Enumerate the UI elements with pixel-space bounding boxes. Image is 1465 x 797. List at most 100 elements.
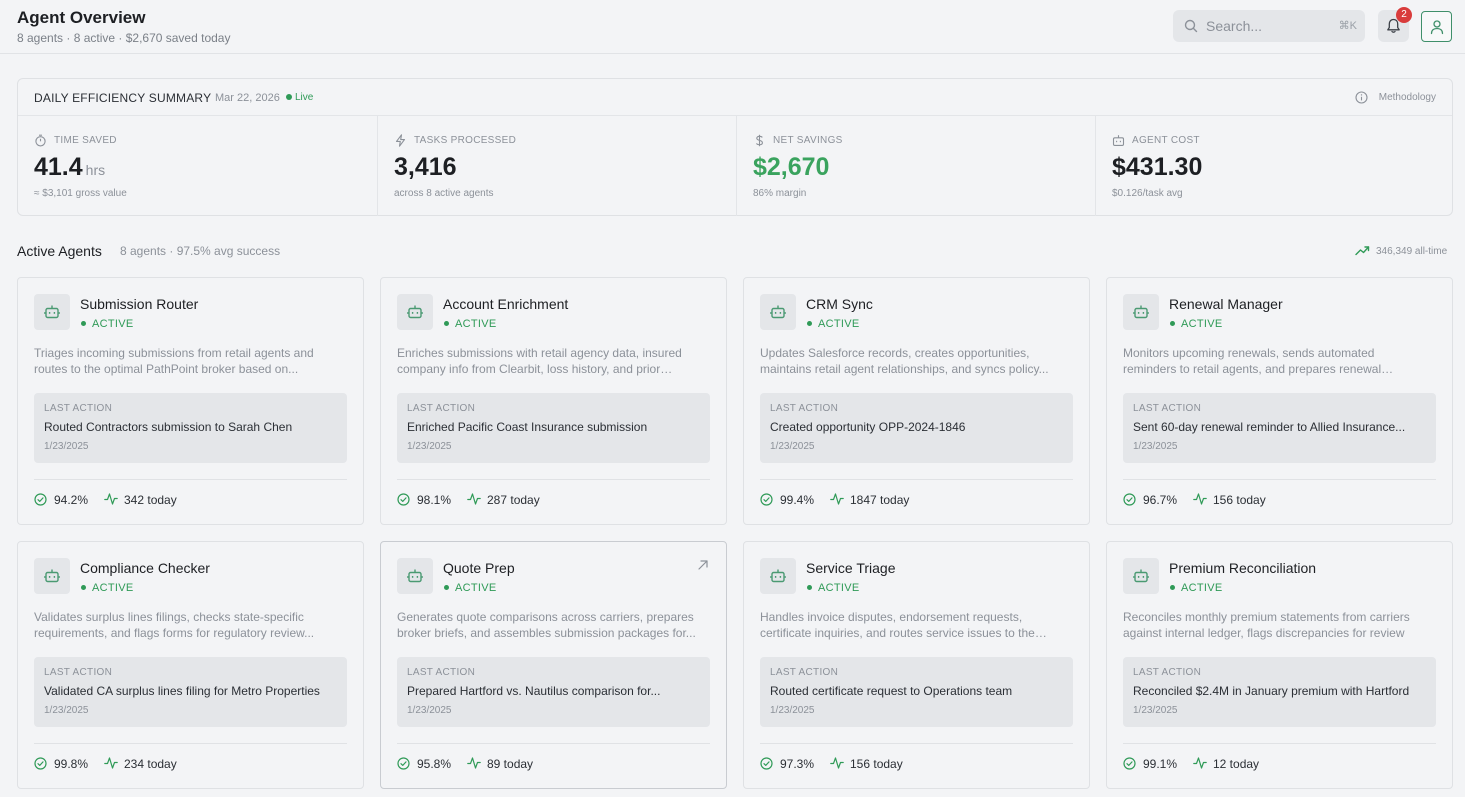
page-subtitle: 8 agents · 8 active · $2,670 saved today [17, 31, 231, 45]
page-title: Agent Overview [17, 8, 146, 27]
agent-card-submission-router[interactable]: Submission Router ACTIVE Triages incomin… [17, 277, 364, 525]
agent-avatar [760, 294, 796, 330]
card-divider [760, 743, 1073, 744]
agent-avatar [34, 558, 70, 594]
active-agents-subtitle: 8 agents · 97.5% avg success [120, 244, 281, 258]
metric-label: TASKS PROCESSED [414, 135, 517, 146]
summary-label: DAILY EFFICIENCY SUMMARY [34, 91, 212, 105]
agent-name: Quote Prep [443, 560, 515, 576]
agent-description: Validates surplus lines filings, checks … [34, 610, 315, 640]
check-circle-icon [760, 757, 773, 770]
agent-today-count: 156 today [850, 757, 903, 771]
agent-today-count: 342 today [124, 493, 177, 507]
card-divider [1123, 479, 1436, 480]
agent-status: ACTIVE [1181, 582, 1223, 594]
last-action-label: LAST ACTION [1133, 403, 1202, 414]
agent-avatar [1123, 558, 1159, 594]
last-action-panel: LAST ACTION Enriched Pacific Coast Insur… [397, 393, 710, 463]
search-icon [1184, 19, 1198, 33]
external-link-icon[interactable] [697, 559, 709, 571]
notification-badge: 2 [1396, 7, 1412, 23]
last-action-text: Sent 60-day renewal reminder to Allied I… [1133, 420, 1406, 434]
agent-success-rate: 97.3% [780, 757, 815, 771]
metric-sub: 86% margin [753, 188, 807, 199]
status-dot-icon [81, 585, 86, 590]
check-circle-icon [34, 757, 47, 770]
agent-name: Compliance Checker [80, 560, 210, 576]
activity-icon [1193, 757, 1207, 769]
last-action-panel: LAST ACTION Routed Contractors submissio… [34, 393, 347, 463]
last-action-date: 1/23/2025 [770, 441, 815, 452]
agent-description: Enriches submissions with retail agency … [397, 346, 682, 376]
metric-value: $431.30 [1112, 153, 1203, 181]
agent-success-rate: 98.1% [417, 493, 452, 507]
last-action-label: LAST ACTION [44, 403, 113, 414]
agent-success-rate: 95.8% [417, 757, 452, 771]
check-circle-icon [34, 493, 47, 506]
all-time-count: 346,349 all-time [1376, 246, 1448, 257]
card-divider [1123, 743, 1436, 744]
metric-tasks-processed: TASKS PROCESSED 3,416 across 8 active ag… [377, 116, 736, 216]
agent-name: Renewal Manager [1169, 296, 1283, 312]
agent-status: ACTIVE [455, 582, 497, 594]
robot-icon [1112, 135, 1125, 146]
last-action-date: 1/23/2025 [44, 705, 89, 716]
agent-status: ACTIVE [818, 318, 860, 330]
active-agents-title: Active Agents [17, 243, 102, 259]
dollar-icon [756, 134, 763, 147]
check-circle-icon [397, 757, 410, 770]
bolt-icon [395, 134, 406, 147]
user-menu-button[interactable] [1421, 11, 1452, 42]
agent-description: Monitors upcoming renewals, sends automa… [1123, 346, 1382, 376]
check-circle-icon [397, 493, 410, 506]
agent-status: ACTIVE [818, 582, 860, 594]
robot-icon [770, 305, 786, 319]
activity-icon [830, 757, 844, 769]
agent-name: Service Triage [806, 560, 896, 576]
last-action-label: LAST ACTION [1133, 667, 1202, 678]
agent-avatar [760, 558, 796, 594]
activity-icon [830, 493, 844, 505]
agent-card-service-triage[interactable]: Service Triage ACTIVE Handles invoice di… [743, 541, 1090, 789]
agent-today-count: 89 today [487, 757, 534, 771]
agent-card-compliance-checker[interactable]: Compliance Checker ACTIVE Validates surp… [17, 541, 364, 789]
agent-card-premium-reconciliation[interactable]: Premium Reconciliation ACTIVE Reconciles… [1106, 541, 1453, 789]
agent-card-renewal-manager[interactable]: Renewal Manager ACTIVE Monitors upcoming… [1106, 277, 1453, 525]
agent-name: Submission Router [80, 296, 199, 312]
agent-today-count: 234 today [124, 757, 177, 771]
live-dot-icon [286, 94, 292, 100]
check-circle-icon [1123, 493, 1136, 506]
live-indicator: Live [295, 92, 314, 103]
agent-today-count: 1847 today [850, 493, 910, 507]
last-action-panel: LAST ACTION Reconciled $2.4M in January … [1123, 657, 1436, 727]
status-dot-icon [81, 321, 86, 326]
agent-card-quote-prep[interactable]: Quote Prep ACTIVE Generates quote compar… [380, 541, 727, 789]
agent-card-account-enrichment[interactable]: Account Enrichment ACTIVE Enriches submi… [380, 277, 727, 525]
agent-description: Generates quote comparisons across carri… [397, 610, 696, 640]
agent-name: Premium Reconciliation [1169, 560, 1317, 576]
last-action-text: Routed Contractors submission to Sarah C… [44, 420, 293, 434]
activity-icon [1193, 493, 1207, 505]
activity-icon [104, 493, 118, 505]
daily-efficiency-summary: DAILY EFFICIENCY SUMMARY Mar 22, 2026 Li… [17, 78, 1453, 216]
check-circle-icon [1123, 757, 1136, 770]
agent-status: ACTIVE [92, 318, 134, 330]
agent-success-rate: 99.8% [54, 757, 89, 771]
card-divider [34, 743, 347, 744]
user-icon [1430, 20, 1444, 35]
search-shortcut: ⌘K [1338, 20, 1357, 32]
agent-description: Reconciles monthly premium statements fr… [1123, 610, 1410, 640]
last-action-text: Reconciled $2.4M in January premium with… [1133, 684, 1410, 698]
last-action-text: Routed certificate request to Operations… [770, 684, 1013, 698]
agent-avatar [397, 558, 433, 594]
last-action-date: 1/23/2025 [770, 705, 815, 716]
agent-today-count: 156 today [1213, 493, 1266, 507]
last-action-date: 1/23/2025 [44, 441, 89, 452]
agent-status: ACTIVE [455, 318, 497, 330]
search-input[interactable]: Search... ⌘K [1173, 10, 1365, 42]
agent-success-rate: 94.2% [54, 493, 89, 507]
metric-unit: hrs [85, 162, 106, 178]
info-icon[interactable] [1355, 91, 1368, 104]
methodology-link[interactable]: Methodology [1378, 92, 1436, 103]
agent-card-crm-sync[interactable]: CRM Sync ACTIVE Updates Salesforce recor… [743, 277, 1090, 525]
